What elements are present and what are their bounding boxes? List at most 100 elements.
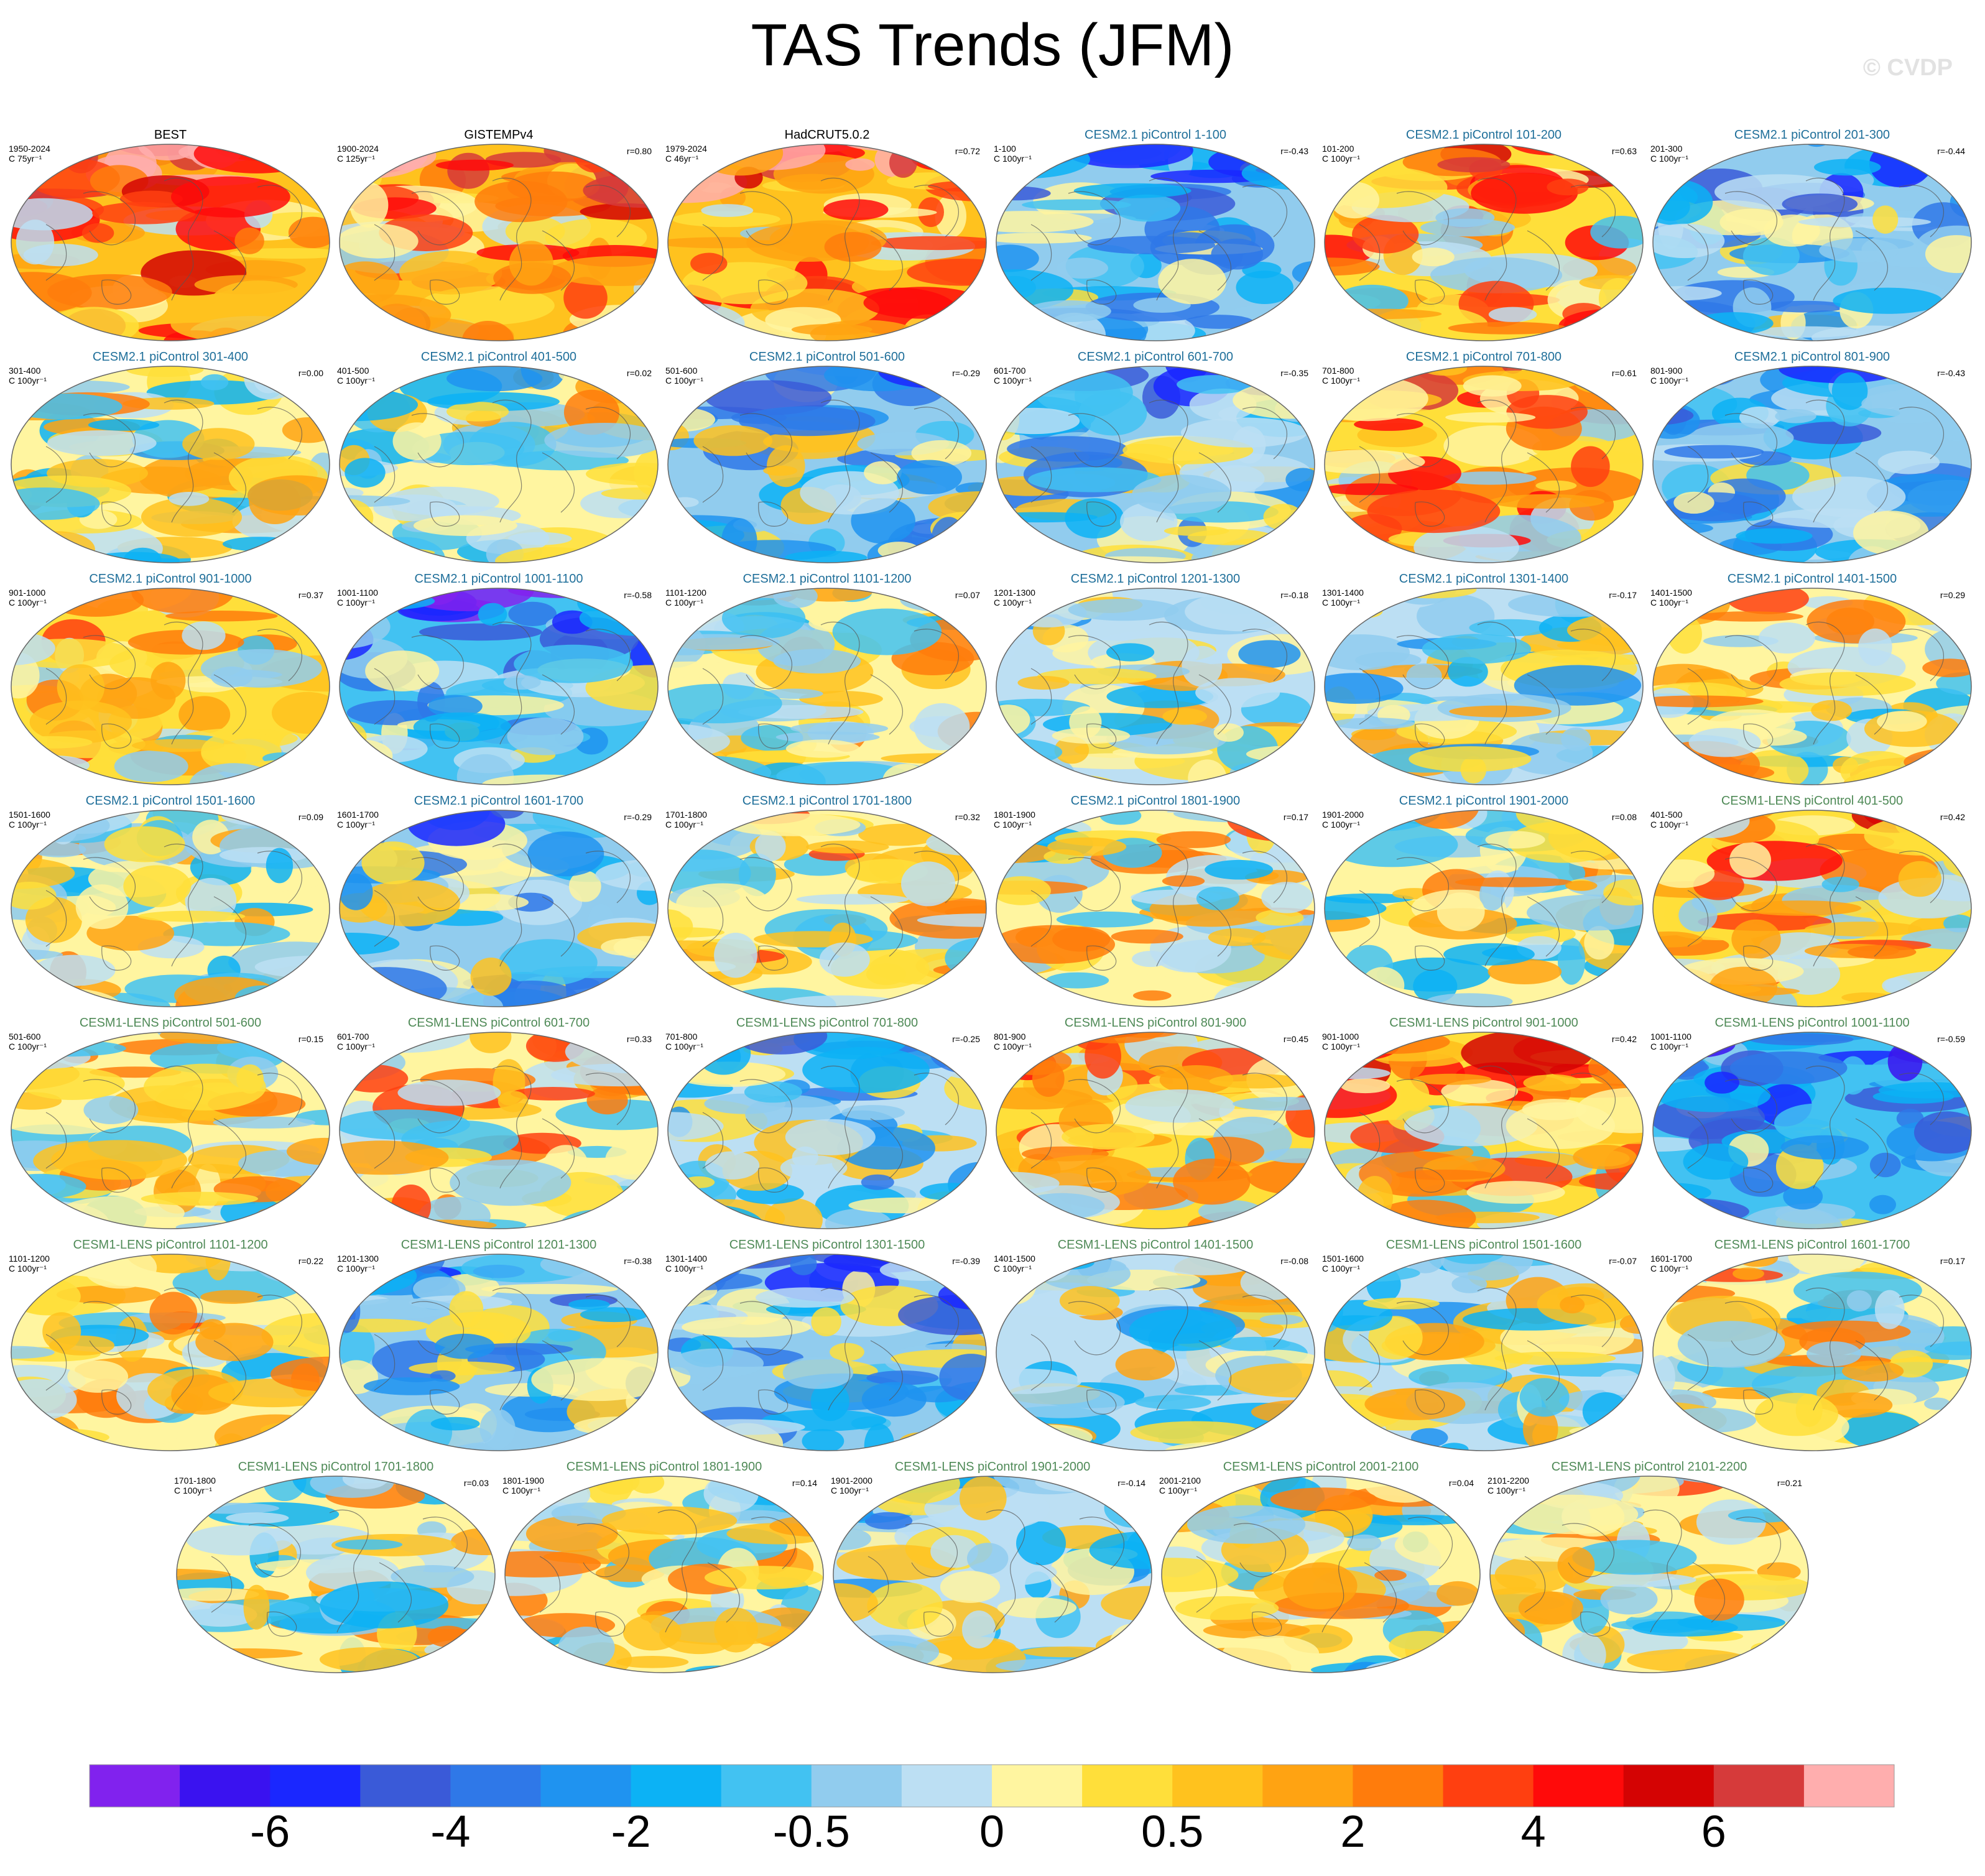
colorbar-swatch (901, 1765, 992, 1807)
anomaly-blob (1505, 924, 1576, 944)
anomaly-blob (864, 1512, 913, 1530)
panel-years: 1201-1300 (337, 1254, 379, 1264)
map-panel: CESM2.1 piControl 201-300 201-300 C 100yr⁻… (1650, 127, 1974, 342)
panel-correlation: r=-0.08 (1280, 1256, 1308, 1266)
panel-units: C 100yr⁻¹ (1488, 1486, 1526, 1495)
panel-info: 1001-1100 C 100yr⁻¹ (1650, 1032, 1691, 1051)
trend-map (339, 144, 659, 341)
anomaly-blob (340, 223, 419, 259)
colorbar-swatch (360, 1765, 451, 1807)
anomaly-blob (1565, 880, 1598, 891)
coastline (1396, 191, 1449, 246)
coastline (702, 224, 724, 281)
panel-correlation: r=0.09 (298, 812, 323, 822)
anomaly-blob (563, 277, 608, 319)
panel-years: 1900-2024 (337, 144, 379, 154)
panel-info: 1900-2024 C 125yr⁻¹ (337, 144, 379, 164)
anomaly-blob (836, 1545, 958, 1581)
panel-title: CESM2.1 piControl 1001-1100 (414, 572, 583, 586)
map-outline (1652, 1032, 1972, 1229)
coastline (430, 945, 460, 971)
coastline (1415, 279, 1445, 305)
coastline (820, 1065, 860, 1189)
colorbar-border (89, 1764, 1895, 1808)
colorbar-tick-label: -0.5 (772, 1807, 850, 1857)
panel-correlation: r=-0.07 (1609, 1256, 1637, 1266)
panel-years: 701-800 (1322, 366, 1354, 376)
anomaly-blob (1705, 1071, 1739, 1094)
map-outline (667, 810, 987, 1007)
map-panel: CESM1-LENS piControl 801-900 801-900 C 100… (994, 1015, 1317, 1230)
panel-correlation: r=-0.43 (1937, 368, 1965, 378)
coastline (542, 1118, 575, 1179)
colorbar-tick-label: 0 (979, 1807, 1005, 1857)
anomaly-blob (1653, 931, 1703, 948)
panel-units: C 100yr⁻¹ (1322, 1042, 1361, 1051)
anomaly-blob (342, 1476, 389, 1489)
anomaly-blob (335, 1539, 403, 1550)
coastline (1524, 1556, 1546, 1613)
coastline (1570, 185, 1616, 238)
colorbar-swatch (1803, 1765, 1895, 1807)
map-outline (504, 1476, 824, 1673)
map-panel: GISTEMPv4 1900-2024 C 125yr⁻¹ r=0.80 (337, 127, 660, 342)
panel-units: C 100yr⁻¹ (174, 1486, 213, 1495)
anomaly-blob (1347, 1534, 1382, 1551)
anomaly-blob (1208, 928, 1266, 946)
panel-years: 1101-1200 (665, 588, 706, 598)
anomaly-blob (1673, 491, 1714, 514)
panel-info: 901-1000 C 100yr⁻¹ (1322, 1032, 1360, 1051)
panel-units: C 100yr⁻¹ (665, 376, 704, 386)
coastline (213, 896, 246, 957)
coastline (870, 674, 903, 735)
panel-units: C 125yr⁻¹ (337, 154, 376, 164)
anomaly-blob (967, 1543, 1009, 1574)
coastline (411, 413, 464, 468)
panel-units: C 100yr⁻¹ (665, 598, 704, 608)
map-panel: CESM1-LENS piControl 2001-2100 2001-2100 C… (1159, 1459, 1483, 1674)
anomaly-blob (1522, 1407, 1558, 1451)
panel-info: 2101-2200 C 100yr⁻¹ (1488, 1476, 1529, 1495)
anomaly-blob (67, 1360, 129, 1393)
trend-map (11, 1032, 330, 1229)
panel-info: 1950-2024 C 75yr⁻¹ (9, 144, 50, 164)
coastline (1030, 890, 1052, 947)
anomaly-blob (1325, 483, 1418, 496)
coastline (411, 635, 464, 690)
anomaly-blob (1749, 1033, 1854, 1046)
coastline (1899, 629, 1944, 682)
coastline (702, 890, 724, 947)
map-panel: CESM2.1 piControl 1801-1900 1801-1900 C 10… (994, 793, 1317, 1008)
anomaly-blob (1469, 619, 1553, 637)
anomaly-blob (580, 1307, 648, 1323)
panel-units: C 100yr⁻¹ (665, 820, 704, 829)
coastline (905, 1523, 958, 1578)
anomaly-blob (1135, 1395, 1211, 1410)
anomaly-blob (802, 1429, 844, 1451)
anomaly-blob (1130, 1421, 1260, 1444)
trend-map (1652, 588, 1972, 785)
anomaly-blob (481, 1283, 618, 1295)
anomaly-blob (1558, 938, 1586, 985)
map-panel: CESM1-LENS piControl 701-800 701-800 C 100… (665, 1015, 989, 1230)
panel-years: 1401-1500 (1650, 588, 1692, 598)
coastline (411, 1079, 464, 1134)
panel-title: CESM2.1 piControl 1601-1700 (414, 794, 584, 808)
anomaly-blob (138, 144, 197, 160)
anomaly-blob (413, 712, 512, 742)
anomaly-blob (137, 910, 246, 922)
anomaly-blob (1264, 1148, 1315, 1163)
anomaly-blob (782, 1356, 854, 1389)
coastline (820, 1287, 860, 1411)
anomaly-blob (104, 826, 185, 862)
coastline (1743, 1389, 1774, 1415)
panel-years: 1801-1900 (994, 810, 1035, 820)
anomaly-blob (177, 1587, 259, 1601)
anomaly-blob (670, 1348, 764, 1379)
anomaly-blob (1441, 1079, 1519, 1104)
anomaly-blob (755, 831, 786, 862)
coastline (1242, 185, 1287, 238)
panel-units: C 100yr⁻¹ (1650, 154, 1689, 164)
coastline (164, 1287, 203, 1411)
